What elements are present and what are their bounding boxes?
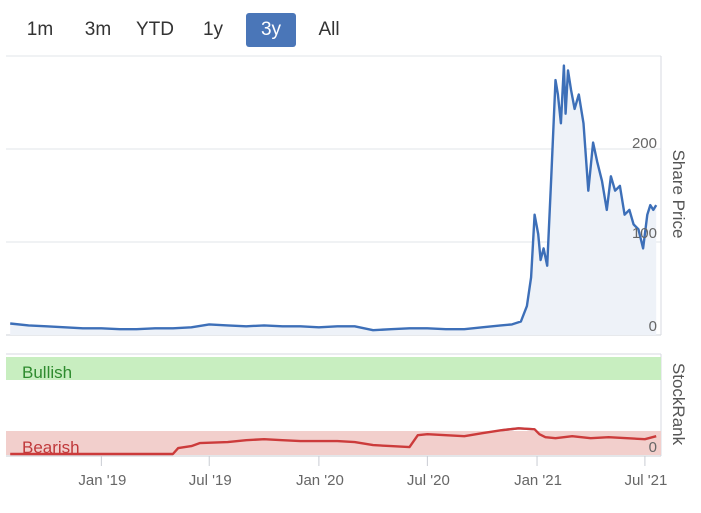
x-tick-label: Jul '20 [407, 472, 450, 489]
range-3y-button[interactable]: 3y [246, 13, 296, 47]
x-tick-label: Jan '19 [78, 472, 126, 489]
range-ytd-button[interactable]: YTD [136, 19, 174, 40]
x-axis: Jan '19 Jul '19 Jan '20 Jul '20 Jan '21 Jul '… [78, 456, 667, 489]
price-panel: 200 100 0 Share Price [6, 55, 688, 336]
x-tick-label: Jan '21 [514, 472, 562, 489]
range-all-button[interactable]: All [318, 19, 340, 40]
x-tick-label: Jan '20 [296, 472, 344, 489]
rank-series-line [10, 427, 657, 456]
price-tick-100: 100 [632, 225, 657, 242]
range-1y-button[interactable]: 1y [202, 19, 224, 40]
bearish-label: Bearish [22, 438, 80, 457]
range-1m-button[interactable]: 1m [26, 19, 54, 40]
bullish-label: Bullish [22, 363, 72, 382]
rank-tick-0: 0 [649, 439, 657, 456]
price-axis-label: Share Price [669, 150, 688, 239]
bullish-band [6, 357, 661, 380]
x-tick-label: Jul '21 [624, 472, 667, 489]
stockrank-panel: Bullish Bearish 0 StockRank Jan '19 Jul '… [6, 353, 688, 489]
x-tick-label: Jul '19 [189, 472, 232, 489]
range-selector: 1m 3m YTD 1y 3y All [0, 0, 701, 55]
bearish-band [6, 431, 661, 455]
range-3m-button[interactable]: 3m [84, 19, 112, 40]
price-tick-200: 200 [632, 135, 657, 152]
price-area-fill [10, 65, 657, 335]
price-tick-0: 0 [649, 318, 657, 335]
price-series-line [10, 64, 658, 332]
rank-axis-label: StockRank [669, 363, 688, 446]
